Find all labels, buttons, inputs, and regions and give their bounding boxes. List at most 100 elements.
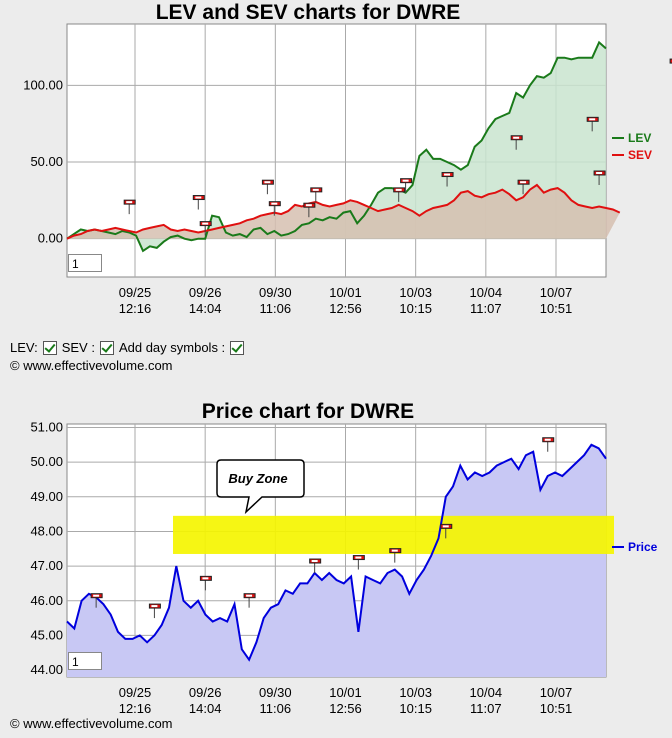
x-tick-date: 09/30 (259, 285, 292, 300)
day-marker (510, 135, 523, 150)
y-tick-label: 44.00 (30, 662, 63, 677)
x-tick-date: 10/07 (540, 285, 573, 300)
day-marker (400, 178, 413, 193)
price-legend: Price (612, 540, 658, 554)
lev-sev-chart-title: LEV and SEV charts for DWRE (156, 1, 461, 24)
x-tick-time: 10:51 (540, 301, 573, 316)
legend-label-price: Price (628, 540, 658, 554)
y-tick-label: 51.00 (30, 419, 63, 434)
buy-zone-band (173, 515, 614, 554)
price-line (66, 443, 607, 662)
price-chart: Price chart for DWRE 51.00 50.00 49.00 48.0… (30, 400, 657, 716)
buy-zone-label: Buy Zone (228, 471, 287, 486)
day-marker (243, 593, 256, 608)
x-tick-date: 10/01 (329, 285, 362, 300)
lev-option-label: LEV: (10, 340, 38, 355)
x-tick-time: 12:16 (119, 701, 152, 716)
y-tick-label: 50.00 (30, 154, 63, 169)
day-marker (309, 558, 322, 574)
day-marker (593, 170, 606, 185)
day-marker (393, 187, 406, 202)
price-chart-title: Price chart for DWRE (202, 400, 414, 423)
day-marker (441, 172, 454, 187)
lev-sev-zoom-input[interactable]: 1 (68, 254, 102, 272)
price-y-tick-labels: 51.00 50.00 49.00 48.00 47.00 46.00 45.00 44.00 (30, 419, 63, 677)
lev-sev-day-markers (123, 58, 672, 236)
legend-label-lev: LEV (628, 131, 651, 145)
x-tick-date: 10/04 (470, 685, 503, 700)
day-symbols-option-label: Add day symbols : (118, 340, 226, 355)
x-tick-date: 10/03 (399, 685, 432, 700)
lev-sev-y-tick-labels: 100.00 50.00 0.00 (23, 77, 63, 245)
x-tick-time: 10:15 (399, 301, 432, 316)
day-marker (669, 58, 672, 64)
y-tick-label: 48.00 (30, 523, 63, 538)
x-tick-time: 14:04 (189, 701, 222, 716)
lev-sev-lines (66, 40, 621, 253)
day-marker (542, 437, 555, 452)
x-tick-date: 10/01 (329, 685, 362, 700)
sev-checkbox[interactable] (99, 340, 114, 355)
x-tick-time: 14:04 (189, 301, 222, 316)
x-tick-time: 12:16 (119, 301, 152, 316)
day-marker (148, 603, 161, 619)
day-marker (440, 523, 453, 539)
y-tick-label: 47.00 (30, 558, 63, 573)
x-tick-time: 10:15 (399, 701, 432, 716)
y-tick-label: 45.00 (30, 627, 63, 642)
day-marker (352, 555, 365, 570)
day-marker (303, 202, 316, 218)
x-tick-date: 09/26 (189, 685, 222, 700)
x-tick-time: 11:07 (470, 301, 502, 316)
day-marker (389, 548, 402, 563)
x-tick-time: 11:07 (470, 701, 502, 716)
x-tick-date: 09/25 (119, 285, 152, 300)
day-marker (192, 195, 205, 210)
buy-zone-rect (173, 515, 614, 554)
y-tick-label: 100.00 (23, 77, 63, 92)
price-zoom-input[interactable]: 1 (68, 652, 102, 670)
x-tick-date: 09/30 (259, 685, 292, 700)
buy-zone-callout-box (216, 459, 305, 515)
day-marker (517, 179, 530, 195)
copyright-top: © www.effectivevolume.com (10, 358, 173, 373)
x-tick-date: 10/07 (540, 685, 573, 700)
x-tick-date: 10/03 (399, 285, 432, 300)
lev-sev-chart: LEV and SEV charts for DWRE 100.00 50.00 0… (23, 1, 672, 316)
price-area (67, 444, 606, 677)
day-marker (199, 221, 212, 236)
legend-label-sev: SEV (628, 148, 652, 162)
x-tick-date: 09/26 (189, 285, 222, 300)
copyright-bottom: © www.effectivevolume.com (10, 716, 173, 731)
day-marker (199, 575, 212, 591)
x-tick-time: 11:06 (260, 701, 292, 716)
chart-options: LEV: SEV : Add day symbols : (10, 340, 247, 355)
day-marker (90, 593, 103, 608)
sev-line (66, 183, 621, 240)
x-tick-time: 12:56 (329, 301, 362, 316)
day-marker (261, 179, 274, 195)
price-line (66, 443, 607, 662)
day-marker (586, 116, 599, 132)
y-tick-label: 46.00 (30, 593, 63, 608)
y-tick-label: 49.00 (30, 489, 63, 504)
x-tick-time: 12:56 (329, 701, 362, 716)
day-symbols-checkbox[interactable] (230, 340, 245, 355)
day-marker (123, 199, 136, 215)
price-area (67, 444, 606, 677)
lev-line (66, 40, 607, 253)
lev-sev-legend: LEV SEV (612, 131, 652, 162)
x-tick-time: 10:51 (540, 701, 573, 716)
buy-zone-callout: Buy Zone (216, 459, 305, 515)
lev-checkbox[interactable] (42, 340, 57, 355)
day-marker (310, 187, 323, 202)
price-day-markers (90, 437, 555, 619)
x-tick-date: 10/04 (470, 285, 503, 300)
y-tick-label: 0.00 (38, 231, 63, 246)
sev-option-label: SEV : (61, 340, 95, 355)
day-marker (268, 201, 281, 216)
x-tick-date: 09/25 (119, 685, 152, 700)
